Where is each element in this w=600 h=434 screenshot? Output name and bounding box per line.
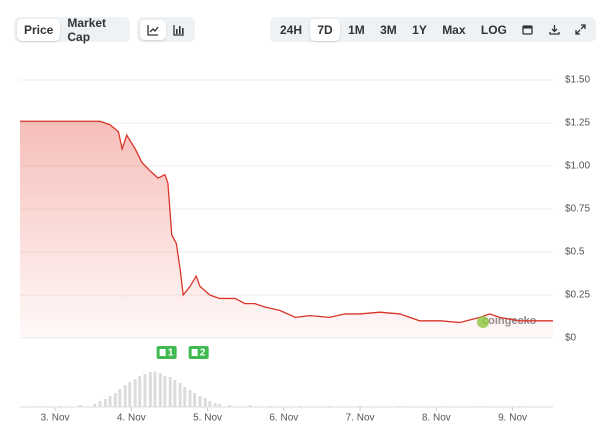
range-button[interactable]: 1Y	[412, 22, 427, 37]
x-tick-label: 3. Nov	[41, 413, 70, 424]
view-button[interactable]: Market Cap	[67, 15, 107, 44]
event-label: 1	[168, 348, 174, 359]
volume-bar	[98, 401, 102, 407]
watermark-logo	[477, 316, 489, 328]
y-tick-label: $0	[565, 333, 577, 344]
volume-bar	[478, 406, 482, 407]
volume-bar	[158, 373, 162, 407]
volume-bar	[108, 396, 112, 407]
volume-bar	[143, 374, 147, 407]
volume-bar	[138, 376, 142, 407]
y-tick-label: $0.75	[565, 204, 590, 215]
volume-bar	[133, 379, 137, 407]
volume-bar	[268, 406, 272, 407]
area	[20, 121, 553, 338]
x-tick-label: 9. Nov	[498, 413, 527, 424]
volume-bar	[188, 390, 192, 407]
volume-bar	[198, 396, 202, 407]
volume-bar	[438, 406, 442, 407]
volume-bar	[183, 387, 187, 407]
view-toggle: Price Market Cap	[14, 16, 130, 44]
volume-bar	[218, 404, 222, 407]
volume-bar	[178, 383, 182, 407]
y-tick-label: $1.25	[565, 118, 590, 129]
icon	[575, 24, 586, 35]
volume-bar	[93, 404, 97, 407]
volume-bar	[58, 406, 62, 407]
volume-bar	[208, 401, 212, 407]
volume-bar	[298, 406, 302, 407]
y-tick-label: $1.50	[565, 75, 590, 86]
y-tick-label: $0.5	[565, 247, 585, 258]
event-icon	[191, 349, 198, 356]
volume-bar	[248, 405, 252, 407]
icon	[522, 25, 533, 35]
volume-bar	[118, 389, 122, 407]
bar-icon[interactable]	[166, 20, 192, 40]
line-icon[interactable]	[140, 19, 166, 40]
volume-bar	[128, 382, 132, 407]
volume-bar	[358, 406, 362, 407]
x-tick-label: 5. Nov	[193, 413, 222, 424]
expand-icon[interactable]	[568, 20, 593, 39]
event-icon	[159, 349, 166, 356]
calendar-icon[interactable]	[515, 20, 540, 39]
event-label: 2	[200, 348, 206, 359]
icon	[173, 24, 184, 36]
x-tick-label: 8. Nov	[422, 413, 451, 424]
volume-bar	[228, 405, 232, 407]
view-button[interactable]: Price	[17, 18, 61, 41]
volume-bar	[173, 380, 177, 407]
range-toggle: 24H 7D 1M 3M 1Y Max LOG	[270, 17, 596, 42]
icon	[548, 25, 560, 35]
x-tick-label: 7. Nov	[346, 413, 375, 424]
volume-bar	[148, 372, 152, 407]
volume-bar	[38, 406, 42, 407]
range-button[interactable]: Max	[442, 22, 466, 37]
volume-bar	[123, 385, 127, 407]
volume-bar	[168, 377, 172, 407]
range-button[interactable]: 3M	[380, 22, 397, 37]
volume-bar	[163, 376, 167, 407]
volume-bar	[113, 393, 117, 407]
volume-bar	[103, 399, 107, 407]
range-button[interactable]: 7D	[310, 18, 340, 41]
volume-bar	[153, 372, 157, 407]
y-tick-label: $1.00	[565, 161, 590, 172]
volume-bar	[213, 403, 217, 407]
volume-bar	[193, 393, 197, 407]
x-tick-label: 4. Nov	[117, 413, 146, 424]
volume-bar	[398, 406, 402, 407]
log-button[interactable]: LOG	[480, 22, 507, 37]
volume-bar	[78, 405, 82, 407]
volume-bar	[203, 398, 207, 407]
icon	[147, 24, 159, 36]
volume-bar	[328, 406, 332, 407]
price-line	[20, 120, 553, 324]
range-button[interactable]: 24H	[280, 22, 303, 37]
download-icon[interactable]	[542, 20, 567, 39]
range-button[interactable]: 1M	[348, 22, 365, 37]
y-tick-label: $0.25	[565, 290, 590, 301]
chart-type-toggle	[137, 17, 195, 42]
x-tick-label: 6. Nov	[269, 413, 298, 424]
volume-bar	[517, 406, 521, 407]
